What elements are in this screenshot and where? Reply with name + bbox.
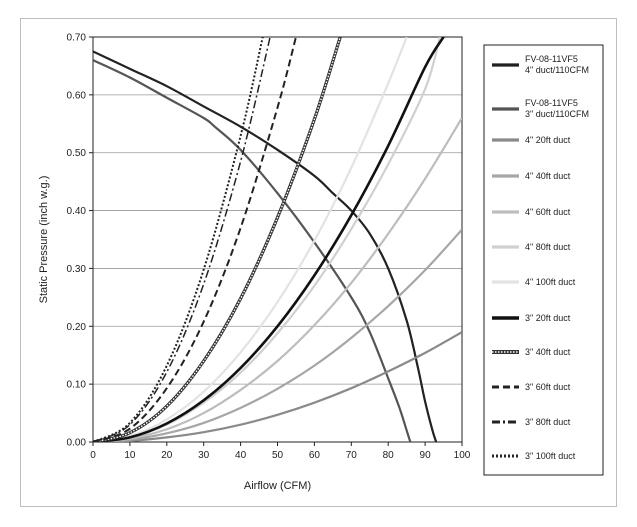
y-tick-label: 0.10 bbox=[67, 380, 87, 391]
y-tick-label: 0.00 bbox=[67, 438, 87, 449]
line-chart: 0.00 0.10 0.20 0.30 0.40 0.50 0.60 0.70 0 10 20 30 4… bbox=[38, 33, 604, 493]
series-line-2 bbox=[93, 59, 412, 442]
series-line-5 bbox=[93, 117, 462, 442]
legend-label-4: 4" 40ft duct bbox=[525, 171, 571, 181]
axes: 0.00 0.10 0.20 0.30 0.40 0.50 0.60 0.70 0 10 20 30 4… bbox=[38, 33, 471, 493]
series-line-9-inner bbox=[93, 37, 341, 442]
x-tick-label: 0 bbox=[90, 450, 96, 461]
y-tick-label: 0.20 bbox=[67, 322, 87, 333]
x-tick-label: 10 bbox=[124, 450, 136, 461]
y-tick-label: 0.70 bbox=[67, 33, 87, 44]
series-line-11 bbox=[93, 37, 271, 442]
x-tick-label: 90 bbox=[420, 450, 432, 461]
y-tick-label: 0.60 bbox=[67, 90, 87, 101]
y-axis-title: Static Pressure (inch w.g.) bbox=[38, 176, 50, 304]
series-line-10 bbox=[93, 37, 297, 442]
legend-label-1: FV-08-11VF5 bbox=[525, 54, 578, 64]
x-tick-label: 80 bbox=[383, 450, 395, 461]
series-line-7 bbox=[93, 37, 408, 442]
legend-label-8: 3" 20ft duct bbox=[525, 313, 571, 323]
series-line-1 bbox=[93, 50, 438, 442]
series-lines bbox=[93, 37, 462, 442]
legend-label-12: 3" 100ft duct bbox=[525, 451, 576, 461]
x-tick-label: 60 bbox=[309, 450, 321, 461]
x-tick-label: 20 bbox=[161, 450, 173, 461]
x-tick-label: 30 bbox=[198, 450, 210, 461]
series-line-12 bbox=[93, 37, 264, 442]
legend-label-11: 3" 80ft duct bbox=[525, 417, 571, 427]
x-tick-label: 70 bbox=[346, 450, 358, 461]
series-line-3 bbox=[93, 331, 462, 442]
y-tick-label: 0.30 bbox=[67, 264, 87, 275]
chart-frame: 0.00 0.10 0.20 0.30 0.40 0.50 0.60 0.70 0 10 20 30 4… bbox=[20, 18, 617, 507]
x-tick-label: 40 bbox=[235, 450, 247, 461]
legend-label-2: FV-08-11VF5 bbox=[525, 98, 578, 108]
legend-label-2: 3" duct/110CFM bbox=[525, 109, 589, 119]
legend-label-1: 4" duct/110CFM bbox=[525, 65, 589, 75]
x-tick-label: 100 bbox=[454, 450, 471, 461]
legend-box bbox=[483, 44, 604, 476]
x-axis-title: Airflow (CFM) bbox=[244, 480, 311, 492]
plot-border bbox=[92, 36, 463, 443]
legend-label-5: 4" 60ft duct bbox=[525, 207, 571, 217]
legend-label-3: 4" 20ft duct bbox=[525, 135, 571, 145]
y-tick-label: 0.40 bbox=[67, 206, 87, 217]
legend-label-10: 3" 60ft duct bbox=[525, 382, 571, 392]
series-line-6 bbox=[93, 37, 441, 442]
series-line-9 bbox=[93, 37, 342, 442]
x-tick-label: 50 bbox=[272, 450, 284, 461]
legend-label-9: 3" 40ft duct bbox=[525, 347, 571, 357]
legend-label-6: 4" 80ft duct bbox=[525, 242, 571, 252]
series-line-4 bbox=[93, 228, 462, 442]
series-line-8 bbox=[93, 37, 445, 442]
series-group bbox=[93, 37, 462, 442]
legend-label-7: 4" 100ft duct bbox=[525, 277, 576, 287]
grid-lines bbox=[93, 94, 462, 385]
y-tick-label: 0.50 bbox=[67, 148, 87, 159]
